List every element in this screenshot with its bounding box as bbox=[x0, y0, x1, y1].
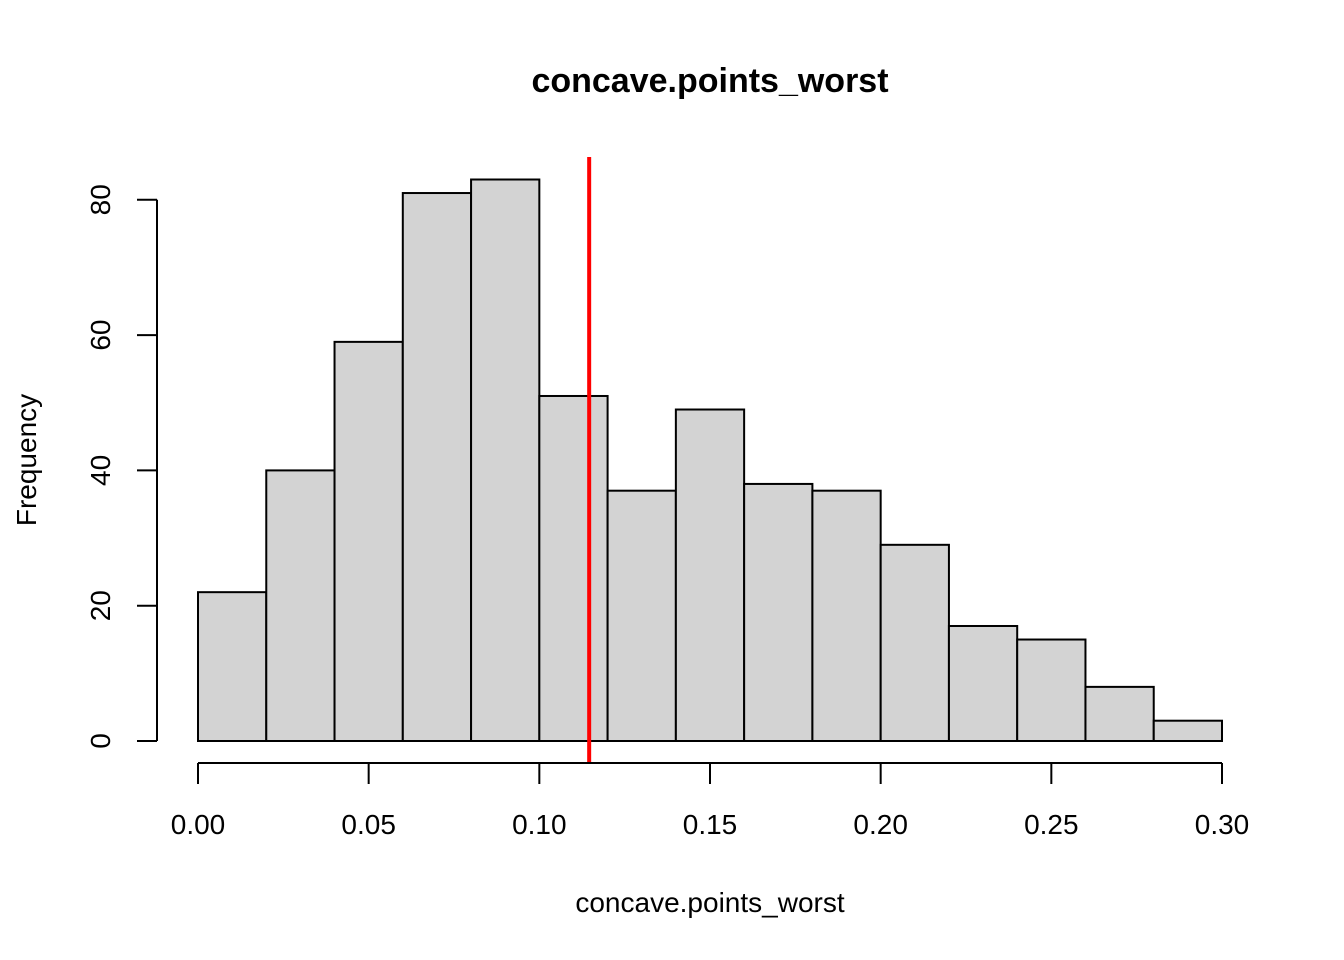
histogram-bar bbox=[606, 489, 677, 742]
x-tick-label: 0.10 bbox=[512, 809, 567, 840]
histogram-bar bbox=[197, 591, 268, 742]
x-axis-label: concave.points_worst bbox=[575, 887, 844, 918]
x-tick-label: 0.15 bbox=[683, 809, 738, 840]
x-tick-label: 0.00 bbox=[171, 809, 226, 840]
x-tick-label: 0.30 bbox=[1195, 809, 1250, 840]
histogram-bar bbox=[1152, 719, 1223, 743]
histogram-bar bbox=[470, 178, 541, 742]
y-axis: 0 20 40 60 80 bbox=[85, 184, 158, 749]
histogram-bar bbox=[1084, 685, 1155, 743]
x-axis: 0.00 0.05 0.10 0.15 0.20 0.25 0.30 bbox=[171, 762, 1250, 840]
y-tick-label: 40 bbox=[85, 455, 116, 486]
histogram-bar bbox=[538, 394, 609, 742]
histogram-bar bbox=[879, 543, 950, 742]
y-tick-label: 0 bbox=[85, 733, 116, 749]
y-tick-label: 80 bbox=[85, 184, 116, 215]
chart-title: concave.points_worst bbox=[531, 62, 888, 100]
bars-group bbox=[197, 178, 1223, 743]
histogram-bar bbox=[401, 192, 473, 743]
histogram-bar bbox=[811, 489, 882, 742]
x-tick-label: 0.25 bbox=[1024, 809, 1079, 840]
histogram-bar bbox=[674, 408, 746, 742]
y-tick-label: 20 bbox=[85, 590, 116, 621]
histogram-bar bbox=[265, 469, 336, 742]
histogram-bar bbox=[947, 624, 1019, 742]
y-tick-label: 60 bbox=[85, 320, 116, 351]
y-axis-label: Frequency bbox=[11, 394, 42, 526]
x-tick-label: 0.20 bbox=[853, 809, 908, 840]
histogram-bar bbox=[743, 482, 814, 742]
histogram-bar bbox=[333, 340, 404, 742]
histogram-bar bbox=[1016, 638, 1087, 743]
x-tick-label: 0.05 bbox=[341, 809, 396, 840]
